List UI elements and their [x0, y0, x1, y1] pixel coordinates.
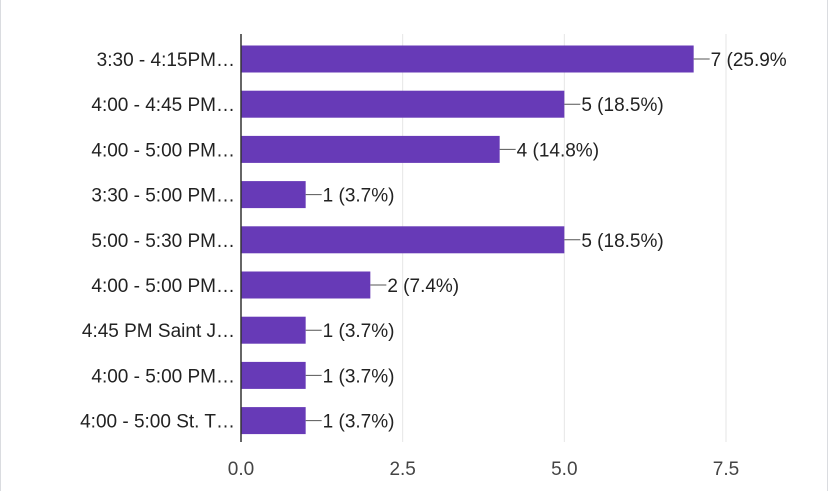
x-tick-label: 2.5 [389, 459, 415, 480]
category-label: 4:00 - 5:00 PM… [91, 276, 235, 297]
label-layer: 0.0 2.5 5.0 7.5 7 (25.9% 3:30 - 4:15PM… 5 (18.… [80, 50, 787, 480]
data-label: 1 (3.7%) [323, 412, 395, 433]
bar[interactable] [241, 45, 694, 73]
category-label: 4:00 - 5:00 PM… [91, 140, 235, 161]
data-label: 5 (18.5%) [581, 231, 663, 252]
data-label: 2 (7.4%) [387, 276, 459, 297]
x-tick-label: 7.5 [713, 459, 739, 480]
bar[interactable] [241, 226, 565, 254]
category-label: 4:45 PM Saint J… [82, 321, 235, 342]
data-label: 1 (3.7%) [323, 186, 395, 207]
bar[interactable] [241, 135, 500, 163]
data-label: 5 (18.5%) [581, 95, 663, 116]
bar[interactable] [241, 361, 306, 389]
data-label: 7 (25.9% [711, 50, 787, 71]
category-label: 4:00 - 5:00 PM… [91, 366, 235, 387]
category-label: 5:00 - 5:30 PM… [91, 231, 235, 252]
category-label: 3:30 - 4:15PM… [97, 50, 235, 71]
data-label: 1 (3.7%) [323, 366, 395, 387]
category-label: 4:00 - 5:00 St. T… [80, 412, 235, 433]
bar-layer [241, 45, 694, 435]
bar[interactable] [241, 316, 306, 344]
bar[interactable] [241, 407, 306, 435]
bar[interactable] [241, 90, 565, 118]
data-label: 4 (14.8%) [517, 140, 599, 161]
data-label: 1 (3.7%) [323, 321, 395, 342]
category-label: 4:00 - 4:45 PM… [91, 95, 235, 116]
x-tick-label: 0.0 [228, 459, 254, 480]
bar[interactable] [241, 181, 306, 209]
x-tick-label: 5.0 [551, 459, 577, 480]
category-label: 3:30 - 5:00 PM… [91, 186, 235, 207]
bar[interactable] [241, 271, 371, 299]
